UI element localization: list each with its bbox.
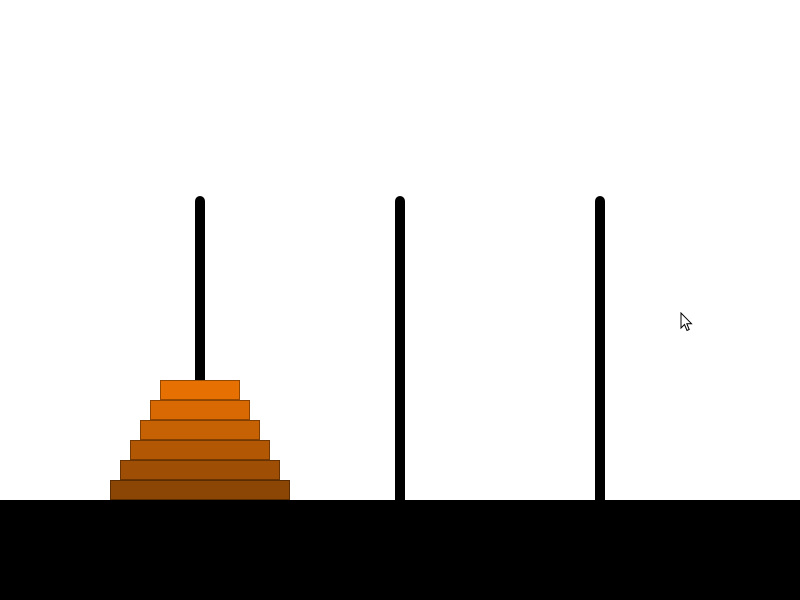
disk-4[interactable]: [130, 440, 270, 460]
peg-middle[interactable]: [395, 196, 405, 505]
arrow-cursor-icon: [680, 312, 693, 332]
peg-left[interactable]: [195, 196, 205, 505]
disk-3[interactable]: [140, 420, 260, 440]
disk-6[interactable]: [110, 480, 290, 500]
disk-1[interactable]: [160, 380, 240, 400]
disk-5[interactable]: [120, 460, 280, 480]
disk-2[interactable]: [150, 400, 250, 420]
peg-right[interactable]: [595, 196, 605, 505]
ground-base: [0, 500, 800, 600]
